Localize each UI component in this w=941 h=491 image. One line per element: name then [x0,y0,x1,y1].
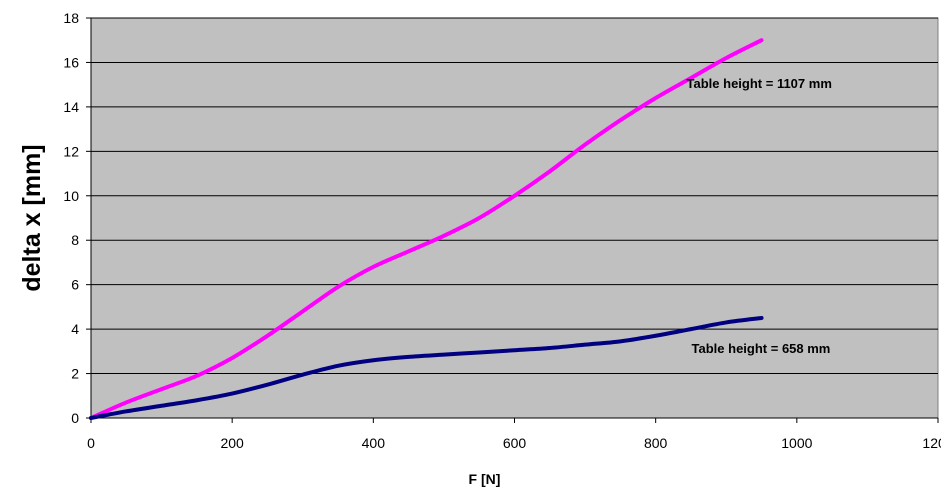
series-lines [89,38,764,420]
y-tick-label: 6 [71,277,79,293]
x-tick-label: 800 [644,435,668,451]
series-label: Table height = 1107 mm [687,76,832,91]
x-axis-title: F [N] [469,471,501,487]
axes: 0 2 4 6 8 10 12 14 16 18 0 200 400 600 800 1000 1200 [63,10,941,451]
y-tick-label: 10 [63,188,79,204]
y-tick-label: 0 [71,410,79,426]
x-tick-label: 400 [362,435,386,451]
x-tick-label: 200 [220,435,244,451]
gridlines [91,17,938,375]
y-tick-label: 18 [63,10,79,26]
y-tick-label: 12 [63,143,79,159]
y-tick-label: 8 [71,232,79,248]
series-line [89,38,764,420]
series-line [89,316,764,420]
y-tick-label: 2 [71,366,79,382]
y-tick-label: 14 [63,99,79,115]
x-tick-label: 0 [87,435,95,451]
y-tick-label: 4 [71,321,79,337]
y-axis-title: delta x [mm] [18,144,46,291]
x-tick-label: 1200 [922,435,941,451]
series-label: Table height = 658 mm [692,341,831,356]
y-tick-label: 16 [63,54,79,70]
x-tick-label: 600 [503,435,527,451]
x-tick-label: 1000 [781,435,812,451]
series-annotations: Table height = 1107 mm Table height = 658… [687,76,832,356]
